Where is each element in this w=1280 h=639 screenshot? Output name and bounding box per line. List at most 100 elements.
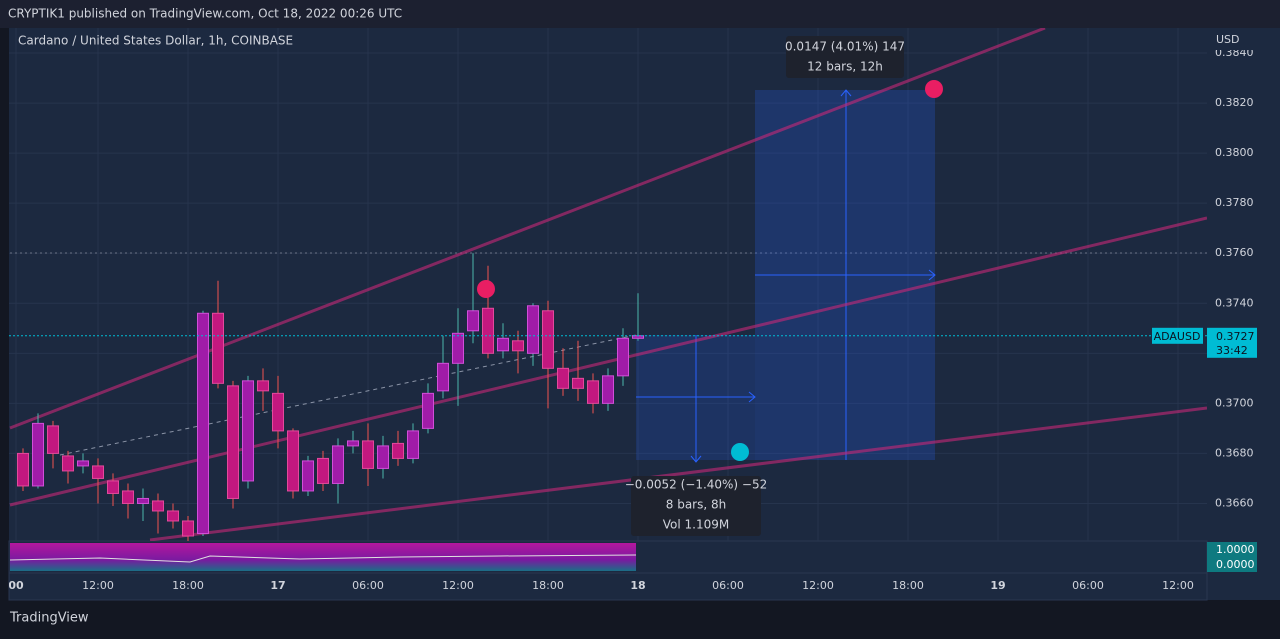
candle-body — [287, 430, 299, 492]
arrow-head — [840, 89, 852, 97]
price-tag — [1207, 327, 1257, 358]
sell-signal — [925, 80, 943, 98]
measure-label — [631, 476, 761, 536]
candle-body — [482, 307, 494, 354]
candle-body — [137, 497, 149, 504]
x-tick-label: 06:00 — [352, 579, 384, 592]
candle-body — [152, 500, 164, 512]
candle-body — [257, 380, 269, 392]
candle-body — [242, 380, 254, 482]
x-tick-label: 19 — [990, 579, 1005, 592]
header-bar — [0, 0, 1280, 28]
indicator-tag — [1207, 542, 1257, 557]
drawings — [9, 28, 1207, 541]
trend-line — [59, 334, 637, 456]
x-tick-label: 12:00 — [1162, 579, 1194, 592]
measure-label — [786, 36, 904, 78]
x-tick-label: 00 — [8, 579, 24, 592]
measure-text: −0.0052 (−1.40%) −52 — [625, 478, 768, 492]
plot-area — [9, 28, 1207, 541]
x-tick-label: 06:00 — [712, 579, 744, 592]
candle-body — [422, 392, 434, 429]
candle-body — [602, 375, 614, 404]
candle-body — [62, 455, 74, 472]
measure-text: 8 bars, 8h — [666, 498, 726, 512]
indicator-fill — [10, 543, 636, 571]
buy-signal — [731, 443, 749, 461]
publisher: CRYPTIK1 published on TradingView.com, O… — [8, 7, 402, 21]
candle-body — [92, 465, 104, 479]
candle-body — [542, 310, 554, 369]
y-tick-label: 0.3680 — [1215, 446, 1254, 459]
candle-body — [527, 305, 539, 354]
candle-body — [272, 392, 284, 432]
last-price-label: 0.3727 — [1216, 330, 1255, 343]
candle-body — [122, 490, 134, 504]
x-tick-label: 18:00 — [892, 579, 924, 592]
candle-body — [467, 310, 479, 332]
measure-text: Vol 1.109M — [663, 518, 729, 532]
x-tick-label: 12:00 — [442, 579, 474, 592]
measure-text: 12 bars, 12h — [807, 60, 883, 74]
y-tick-label: 0.3660 — [1215, 496, 1254, 509]
candle-body — [17, 452, 29, 487]
y-tick-label: 0.3780 — [1215, 196, 1254, 209]
candle-body — [77, 460, 89, 467]
candle-body — [617, 337, 629, 377]
candle-body — [557, 367, 569, 389]
candle-body — [182, 520, 194, 537]
candle-body — [107, 480, 119, 494]
y-tick-label: 0.3760 — [1215, 246, 1254, 259]
price-axis — [1207, 28, 1280, 600]
candle-body — [587, 380, 599, 404]
arrow-head — [928, 269, 936, 281]
symbol-tag — [1152, 327, 1203, 344]
candle-body — [512, 340, 524, 352]
measure-text: 0.0147 (4.01%) 147 — [785, 40, 905, 54]
candle-body — [332, 445, 344, 484]
y-tick-label: 0.3740 — [1215, 296, 1254, 309]
candle-body — [227, 385, 239, 499]
candle-body — [572, 377, 584, 389]
x-tick-label: 12:00 — [82, 579, 114, 592]
candle-body — [302, 460, 314, 492]
candle-body — [362, 440, 374, 469]
arrow-head — [748, 391, 756, 403]
x-tick-label: 06:00 — [1072, 579, 1104, 592]
candle-body — [32, 422, 44, 487]
candle-body — [377, 445, 389, 469]
indicator-tick-label: 1.0000 — [1216, 543, 1255, 556]
candle-body — [347, 440, 359, 447]
y-tick-label: 0.3700 — [1215, 396, 1254, 409]
x-tick-label: 18:00 — [172, 579, 204, 592]
candle-body — [407, 430, 419, 459]
chart-title: Cardano / United States Dollar, 1h, COIN… — [18, 34, 293, 48]
candle-body — [392, 442, 404, 459]
indicator-line — [9, 554, 637, 563]
candle-body — [497, 337, 509, 352]
x-tick-label: 17 — [270, 579, 285, 592]
signals — [477, 80, 943, 461]
footer-brand: TradingView — [9, 611, 89, 626]
arrow-head — [690, 455, 702, 463]
candle-body — [437, 362, 449, 392]
candle-body — [452, 332, 464, 364]
axis-label-bg — [1207, 28, 1280, 50]
candle-body — [197, 312, 209, 534]
candle-body — [167, 510, 179, 522]
y-tick-label: 0.3800 — [1215, 146, 1254, 159]
trend-line — [9, 216, 1207, 507]
sell-signal — [477, 280, 495, 298]
indicator-tag — [1207, 557, 1257, 572]
symbol-label: ADAUSD — [1154, 330, 1201, 343]
countdown: 33:42 — [1216, 344, 1248, 357]
x-tick-label: 12:00 — [802, 579, 834, 592]
trend-line — [9, 28, 1046, 430]
trend-line — [149, 406, 1207, 541]
indicator-tick-label: 0.0000 — [1216, 558, 1255, 571]
candle-body — [317, 457, 329, 484]
y-tick-label: 0.3820 — [1215, 96, 1254, 109]
x-tick-label: 18:00 — [532, 579, 564, 592]
